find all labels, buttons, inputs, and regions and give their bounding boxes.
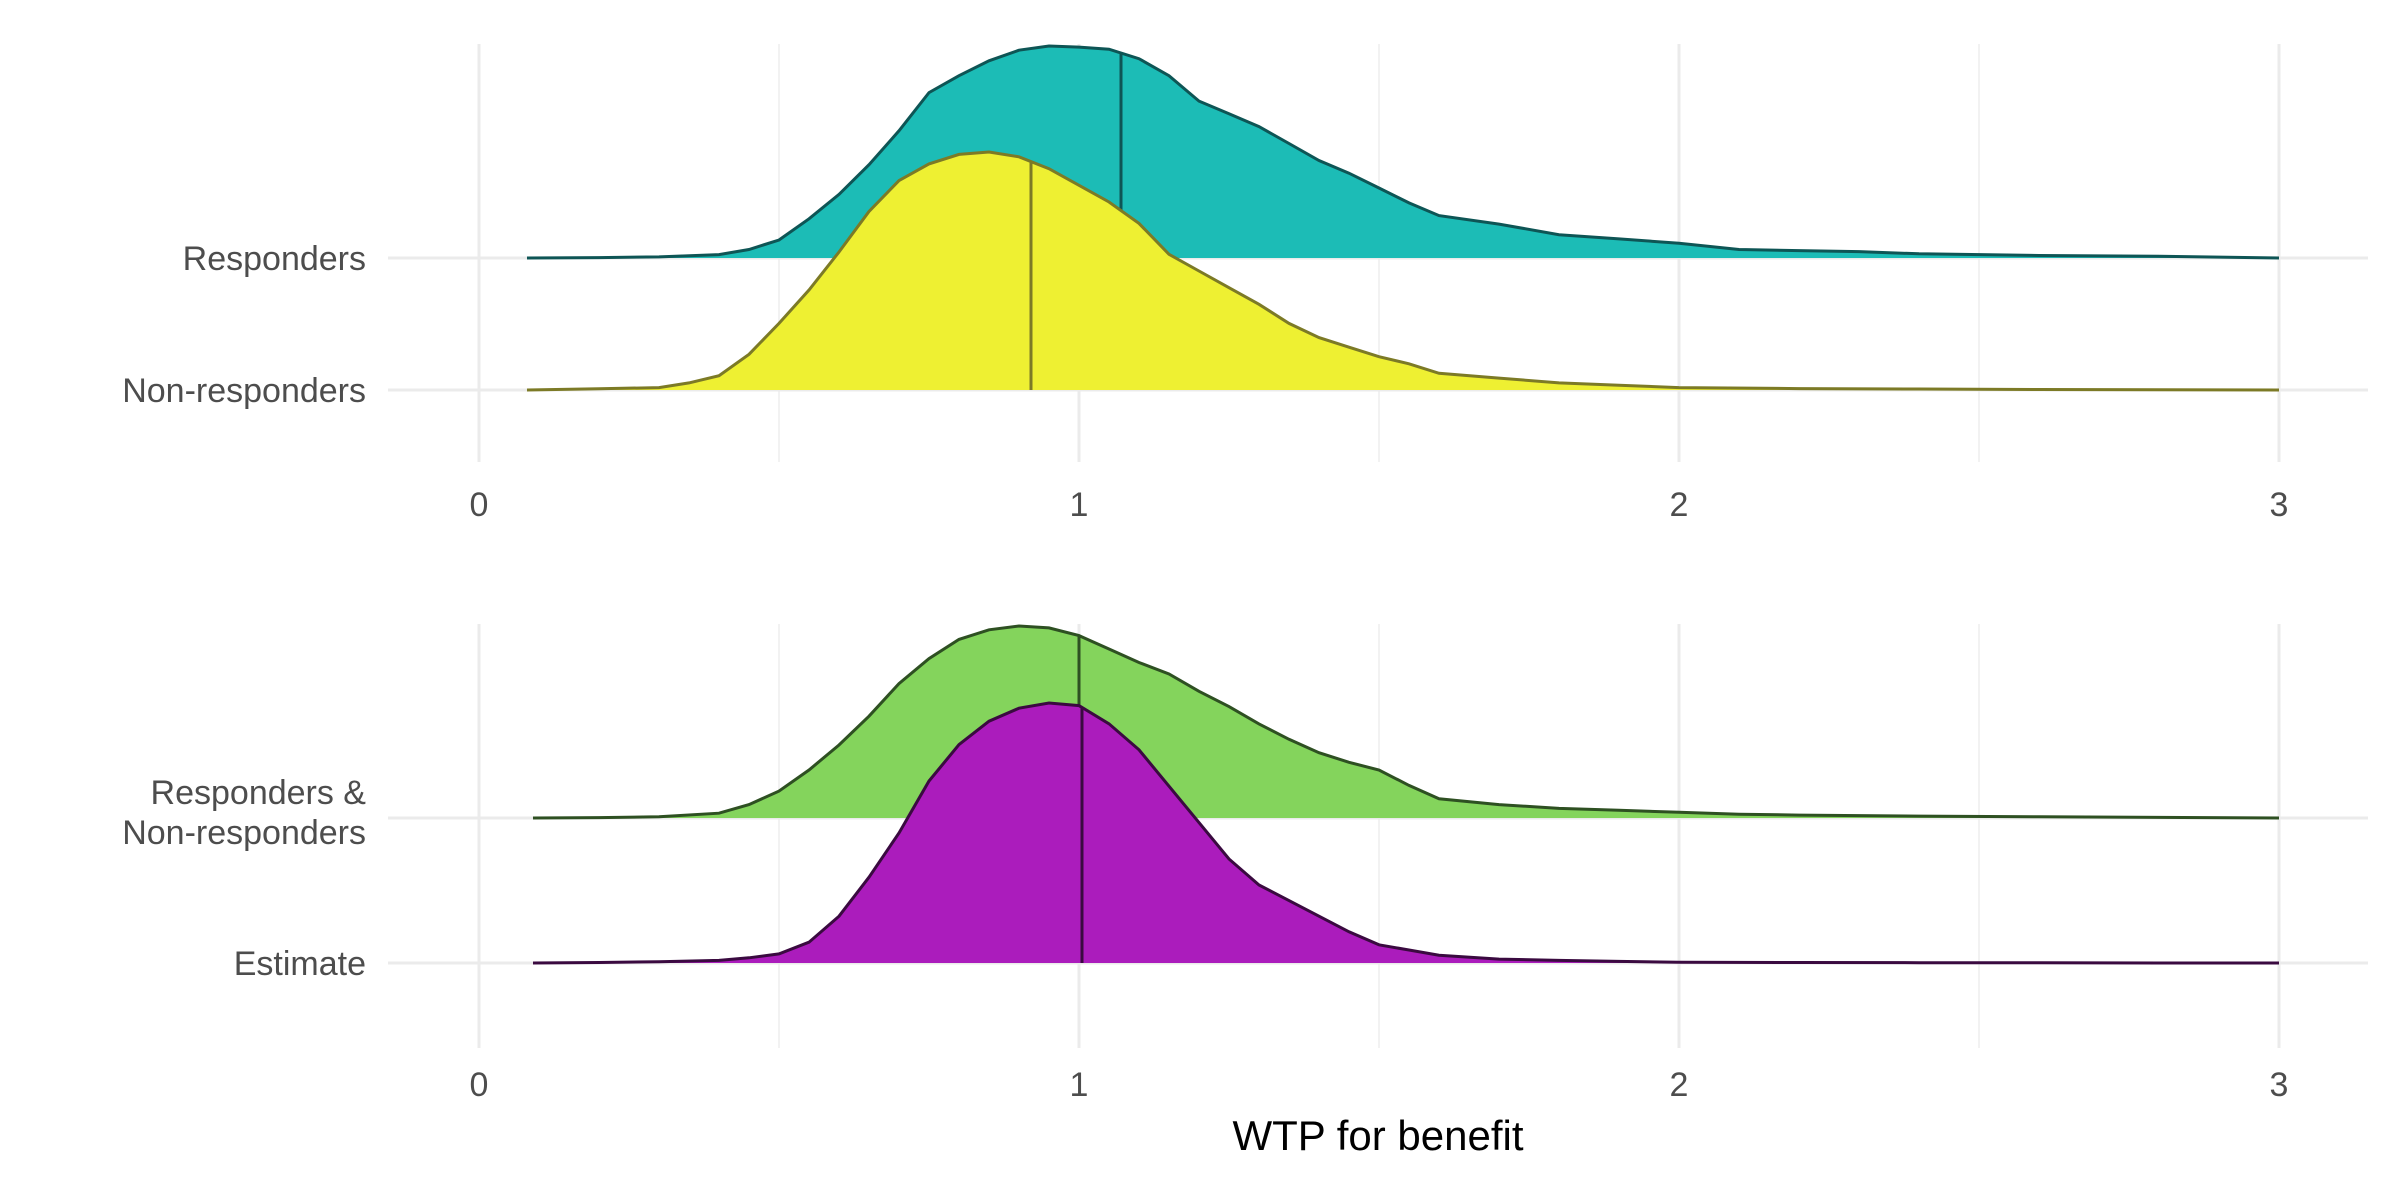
bottom-panel: 0 1 2 3 Responders &Non-responders Estimate <box>122 624 2368 1104</box>
density-area-responders <box>527 46 2279 258</box>
x-tick-label: 3 <box>2270 1066 2289 1104</box>
density-outline <box>526 44 2280 260</box>
x-tick-label: 2 <box>1670 486 1689 524</box>
density-area-non-responders <box>527 152 2279 390</box>
top-panel: 0 1 2 3 Responders Non-responders <box>122 44 2368 524</box>
density-area-responders-non-responders <box>533 626 2279 818</box>
x-axis-title: WTP for benefit <box>1232 1112 1523 1159</box>
x-tick-label: 3 <box>2270 486 2289 524</box>
x-tick-label: 1 <box>1070 486 1089 524</box>
density-outline <box>532 701 2279 965</box>
x-tick-label: 0 <box>470 486 489 524</box>
x-tick-label: 1 <box>1070 1066 1089 1104</box>
x-tick-label: 2 <box>1670 1066 1689 1104</box>
category-label: Estimate <box>234 945 366 983</box>
x-tick-label: 0 <box>470 1066 489 1104</box>
category-label: Non-responders <box>122 814 366 852</box>
category-label: Responders & <box>151 774 367 812</box>
density-area-estimate <box>533 703 2279 963</box>
category-label: Non-responders <box>122 372 366 410</box>
category-label: Responders <box>183 240 366 278</box>
density-outline <box>526 150 2280 392</box>
density-outline <box>532 624 2280 820</box>
